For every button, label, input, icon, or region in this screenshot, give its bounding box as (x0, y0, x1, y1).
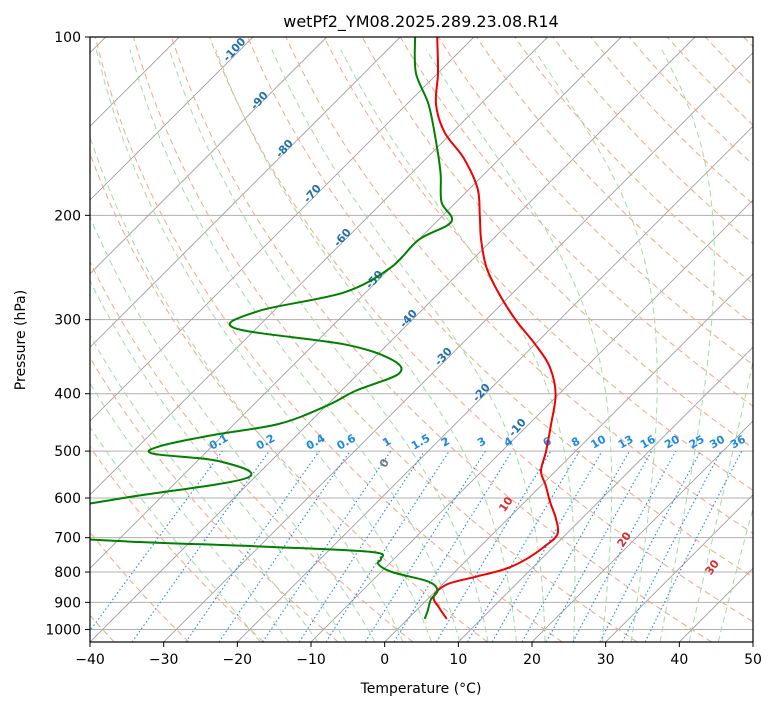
y-tick-label: 200 (54, 208, 81, 224)
x-tick-label: 0 (380, 652, 389, 668)
y-tick-label: 500 (54, 444, 81, 460)
x-tick-label: −30 (149, 652, 179, 668)
y-tick-label: 600 (54, 491, 81, 507)
y-tick-label: 800 (54, 565, 81, 581)
y-axis-label: Pressure (hPa) (13, 290, 29, 390)
y-tick-label: 300 (54, 313, 81, 329)
x-tick-label: 10 (449, 652, 467, 668)
x-tick-label: −40 (75, 652, 105, 668)
x-tick-label: 30 (597, 652, 615, 668)
x-tick-label: −10 (296, 652, 326, 668)
chart-title: wetPf2_YM08.2025.289.23.08.R14 (283, 12, 558, 32)
x-tick-label: 20 (523, 652, 541, 668)
x-tick-label: 50 (744, 652, 762, 668)
x-tick-label: 40 (670, 652, 688, 668)
x-tick-label: −20 (223, 652, 253, 668)
y-tick-label: 1000 (45, 622, 81, 638)
y-tick-label: 100 (54, 30, 81, 46)
y-tick-label: 400 (54, 387, 81, 403)
y-tick-label: 700 (54, 531, 81, 547)
y-tick-label: 900 (54, 595, 81, 611)
x-axis-label: Temperature (°C) (360, 681, 482, 697)
